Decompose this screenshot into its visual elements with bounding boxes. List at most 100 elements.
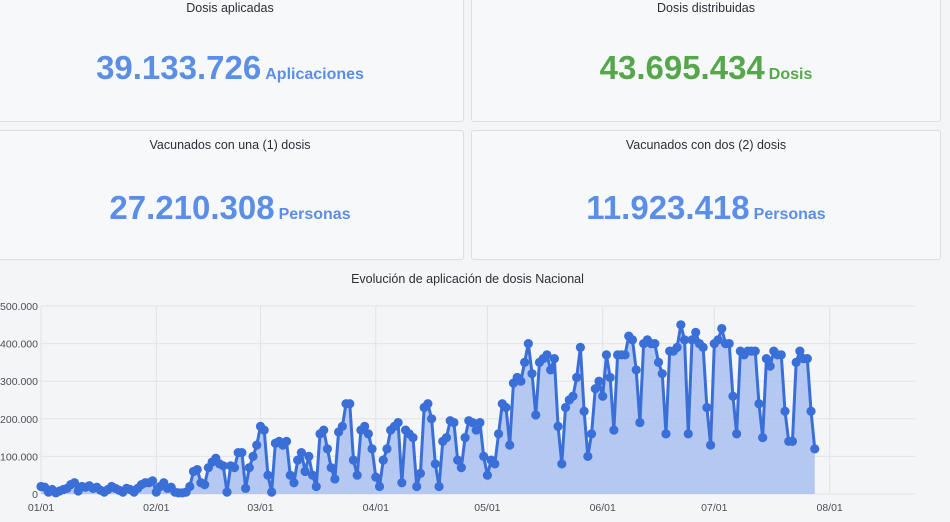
data-point: [348, 455, 359, 465]
data-point: [241, 483, 251, 493]
x-tick-label: 06/01: [590, 502, 616, 514]
data-point: [352, 470, 362, 480]
panel-title: Dosis distribuidas: [657, 1, 755, 15]
data-point: [702, 402, 712, 413]
y-tick-label: 300.000: [0, 376, 38, 388]
data-point: [148, 476, 158, 486]
data-point: [434, 481, 444, 492]
data-point: [557, 459, 567, 469]
data-point: [493, 429, 504, 439]
data-point: [590, 384, 600, 394]
data-point: [698, 342, 708, 352]
data-point: [449, 417, 459, 428]
data-point: [631, 365, 641, 375]
data-point: [192, 464, 202, 475]
data-point: [795, 346, 805, 356]
stat-value: 39.133.726 Aplicaciones: [0, 49, 463, 87]
y-tick-label: 200.000: [0, 414, 38, 426]
data-point: [460, 433, 470, 443]
data-point: [374, 481, 385, 492]
data-point: [479, 451, 489, 461]
data-point: [337, 421, 347, 431]
data-point: [330, 474, 340, 484]
data-point: [248, 451, 258, 461]
data-point: [586, 429, 597, 439]
data-point: [345, 399, 355, 409]
data-point: [802, 354, 812, 364]
data-point: [527, 369, 537, 379]
panel-title: Vacunados con dos (2) dosis: [625, 138, 787, 152]
stat-unit: Personas: [278, 206, 351, 223]
data-point: [69, 478, 80, 488]
data-point: [293, 455, 303, 465]
data-point: [657, 369, 667, 379]
stat-number: 39.133.726: [96, 49, 262, 86]
data-point: [263, 470, 273, 480]
chart-title: Evolución de aplicación de dosis Naciona…: [351, 272, 584, 286]
data-point: [490, 459, 500, 469]
data-point: [360, 421, 370, 431]
data-point: [222, 487, 232, 497]
data-point: [281, 436, 292, 446]
data-point: [326, 463, 336, 473]
data-point: [810, 444, 820, 454]
data-point: [560, 402, 571, 413]
data-point: [679, 335, 690, 345]
data-point: [467, 417, 478, 428]
data-point: [687, 335, 697, 345]
data-point: [501, 402, 511, 413]
data-point: [423, 399, 433, 409]
data-point: [601, 350, 612, 360]
data-point: [661, 429, 671, 439]
data-point: [728, 391, 738, 401]
x-tick-label: 01/01: [28, 502, 54, 514]
panel-dosis-aplicadas: Dosis aplicadas 39.133.726 Aplicaciones: [0, 0, 464, 122]
data-point: [787, 436, 798, 446]
data-point: [635, 417, 645, 428]
data-point: [683, 429, 693, 439]
data-point: [229, 463, 240, 473]
data-point: [259, 425, 269, 435]
data-point: [553, 421, 563, 431]
panel-title: Dosis aplicadas: [186, 1, 274, 15]
data-point: [572, 372, 582, 383]
data-point: [319, 425, 329, 435]
data-point: [371, 472, 381, 482]
data-point: [397, 478, 407, 488]
data-point: [776, 350, 786, 360]
data-point: [750, 346, 760, 356]
y-tick-label: 0: [32, 489, 38, 501]
data-point: [691, 327, 701, 337]
data-point: [237, 448, 247, 458]
panel-title: Vacunados con una (1) dosis: [149, 138, 311, 152]
data-point: [717, 323, 727, 334]
data-point: [627, 335, 638, 345]
data-point: [609, 425, 619, 435]
stat-value: 11.923.418 Personas: [472, 189, 940, 227]
data-point: [307, 470, 318, 480]
data-point: [300, 466, 310, 477]
data-point: [244, 463, 254, 473]
evolution-chart: 0 100.000 200.000 300.000 400.000 500.000 01/0…: [0, 301, 916, 514]
data-point: [200, 480, 210, 490]
x-tick-label: 03/01: [247, 502, 273, 514]
data-point: [620, 350, 630, 360]
data-point: [378, 455, 388, 465]
data-point: [575, 342, 586, 352]
data-point: [456, 463, 466, 473]
data-point: [598, 391, 608, 401]
data-point: [754, 399, 764, 409]
data-point: [427, 414, 437, 424]
stat-value: 27.210.308 Personas: [0, 189, 463, 227]
data-point: [605, 372, 615, 383]
data-point: [322, 444, 333, 454]
data-point: [765, 361, 775, 371]
data-point: [415, 468, 426, 478]
data-point: [653, 357, 664, 367]
data-point: [363, 429, 373, 439]
data-point: [393, 417, 403, 428]
data-point: [549, 354, 559, 364]
stat-unit: Personas: [753, 206, 826, 223]
data-point: [408, 433, 418, 443]
data-point: [430, 459, 440, 469]
